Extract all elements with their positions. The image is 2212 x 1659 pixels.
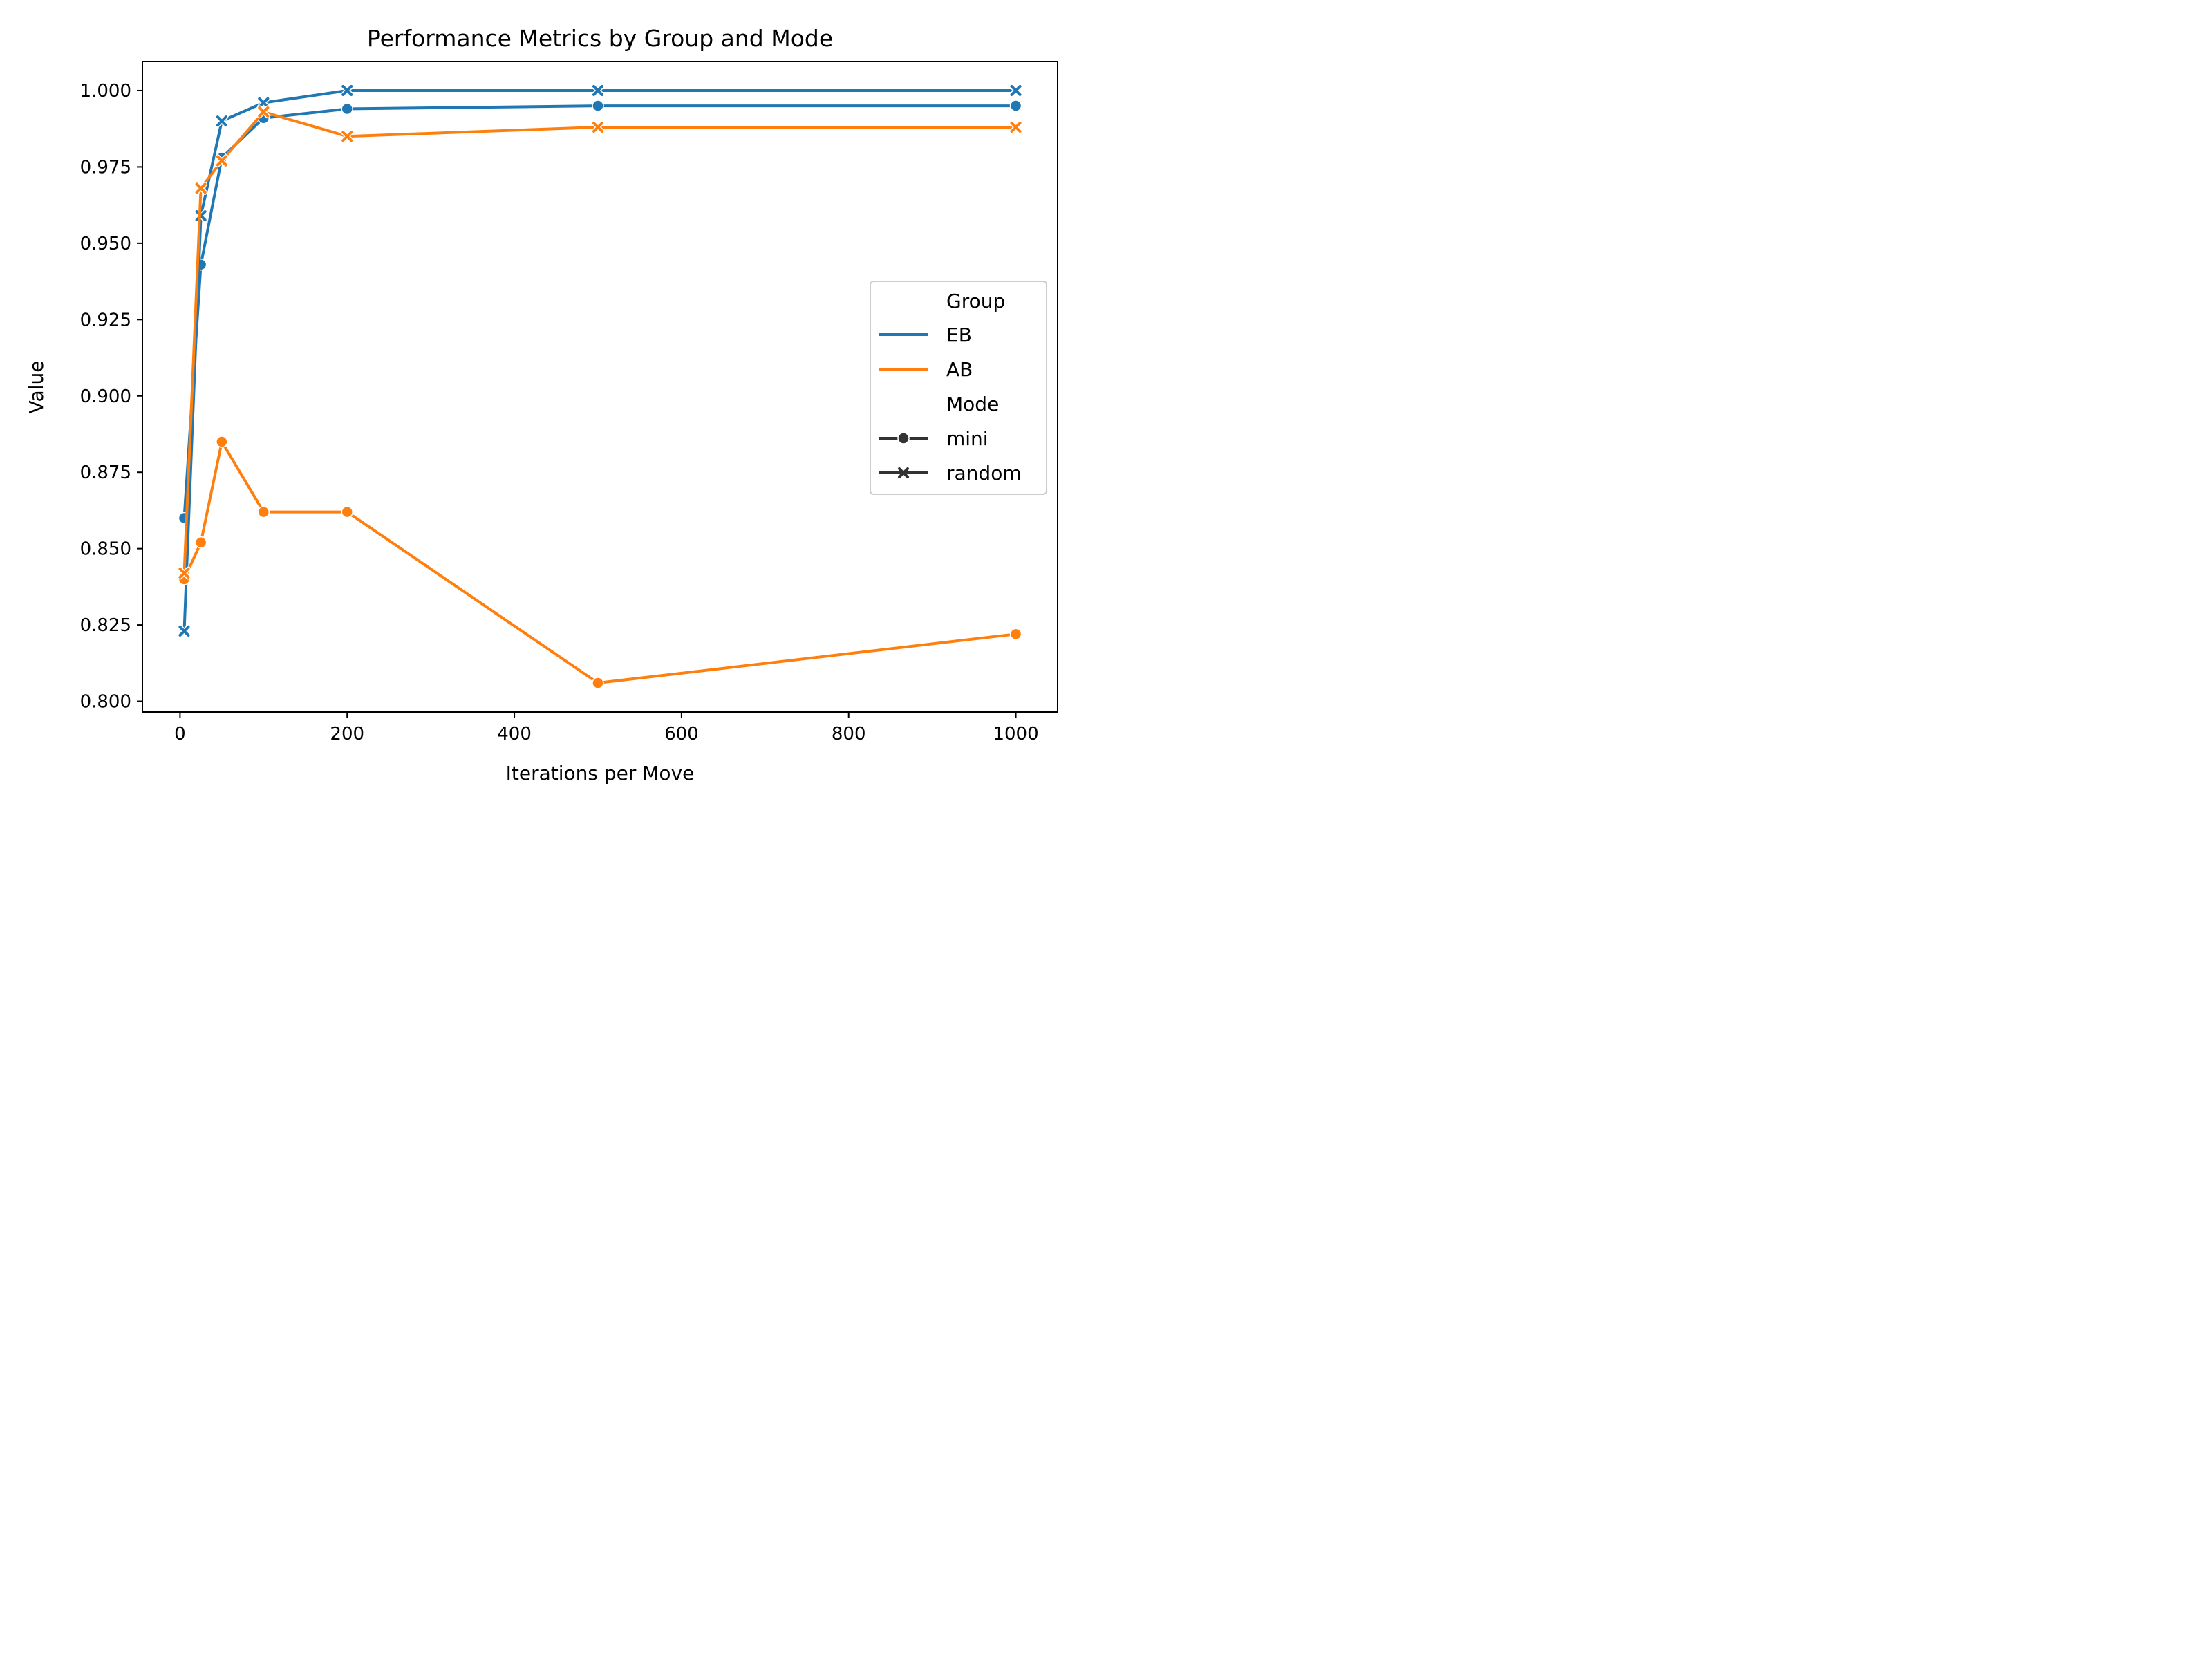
data-point-eb-mini xyxy=(1009,100,1022,112)
legend-marker-circle-icon xyxy=(897,432,910,444)
y-tick-label: 0.925 xyxy=(80,310,131,330)
data-point-ab-mini xyxy=(1009,628,1022,641)
plot-area xyxy=(177,84,1023,689)
x-tick-label: 1000 xyxy=(993,724,1038,744)
data-point-ab-random xyxy=(591,120,605,134)
x-tick-label: 400 xyxy=(497,724,532,744)
data-point-ab-mini xyxy=(216,435,228,448)
x-axis: 0 200 400 600 800 1000 xyxy=(174,712,1039,744)
data-point-eb-random xyxy=(256,96,270,110)
legend-label-random: random xyxy=(946,462,1022,485)
data-point-ab-mini xyxy=(341,505,353,518)
data-point-eb-random xyxy=(177,624,191,638)
data-point-eb-random xyxy=(340,84,354,97)
legend-group-title: Group xyxy=(946,290,1005,312)
data-point-eb-random xyxy=(591,84,605,97)
data-point-ab-random xyxy=(340,129,354,143)
x-axis-label: Iterations per Move xyxy=(506,762,695,785)
legend-label-ab: AB xyxy=(946,358,973,381)
chart: Performance Metrics by Group and Mode 0 2… xyxy=(25,25,1058,785)
y-tick-label: 0.900 xyxy=(80,386,131,407)
y-tick-label: 0.875 xyxy=(80,462,131,483)
y-tick-label: 1.000 xyxy=(80,81,131,102)
data-point-ab-random xyxy=(215,154,229,168)
y-tick-label: 0.850 xyxy=(80,539,131,560)
data-point-ab-mini xyxy=(257,505,270,518)
data-point-eb-random xyxy=(1009,84,1023,97)
data-point-ab-random xyxy=(177,566,191,580)
legend-label-eb: EB xyxy=(946,324,972,346)
legend: Group EB AB Mode mini random xyxy=(870,281,1047,495)
legend-mode-title: Mode xyxy=(946,393,999,415)
data-point-ab-random xyxy=(194,181,208,195)
data-point-eb-random xyxy=(215,114,229,128)
x-tick-label: 0 xyxy=(174,724,186,744)
y-axis: 0.800 0.825 0.850 0.875 0.900 0.925 0.950 0.975… xyxy=(80,81,142,713)
data-point-ab-random xyxy=(1009,120,1023,134)
data-point-eb-mini xyxy=(341,102,353,115)
chart-title: Performance Metrics by Group and Mode xyxy=(367,25,833,52)
y-tick-label: 0.950 xyxy=(80,234,131,254)
legend-marker-x-icon xyxy=(898,467,909,478)
y-tick-label: 0.825 xyxy=(80,615,131,636)
data-point-eb-mini xyxy=(592,100,604,112)
x-tick-label: 800 xyxy=(832,724,866,744)
data-point-ab-mini xyxy=(592,677,604,689)
x-tick-label: 600 xyxy=(664,724,699,744)
y-tick-label: 0.800 xyxy=(80,692,131,713)
plot-frame xyxy=(142,61,1058,713)
y-tick-label: 0.975 xyxy=(80,157,131,178)
legend-label-mini: mini xyxy=(946,427,988,450)
x-tick-label: 200 xyxy=(330,724,364,744)
data-point-ab-random xyxy=(256,105,270,119)
y-axis-label: Value xyxy=(25,361,48,414)
data-point-ab-mini xyxy=(194,536,207,549)
